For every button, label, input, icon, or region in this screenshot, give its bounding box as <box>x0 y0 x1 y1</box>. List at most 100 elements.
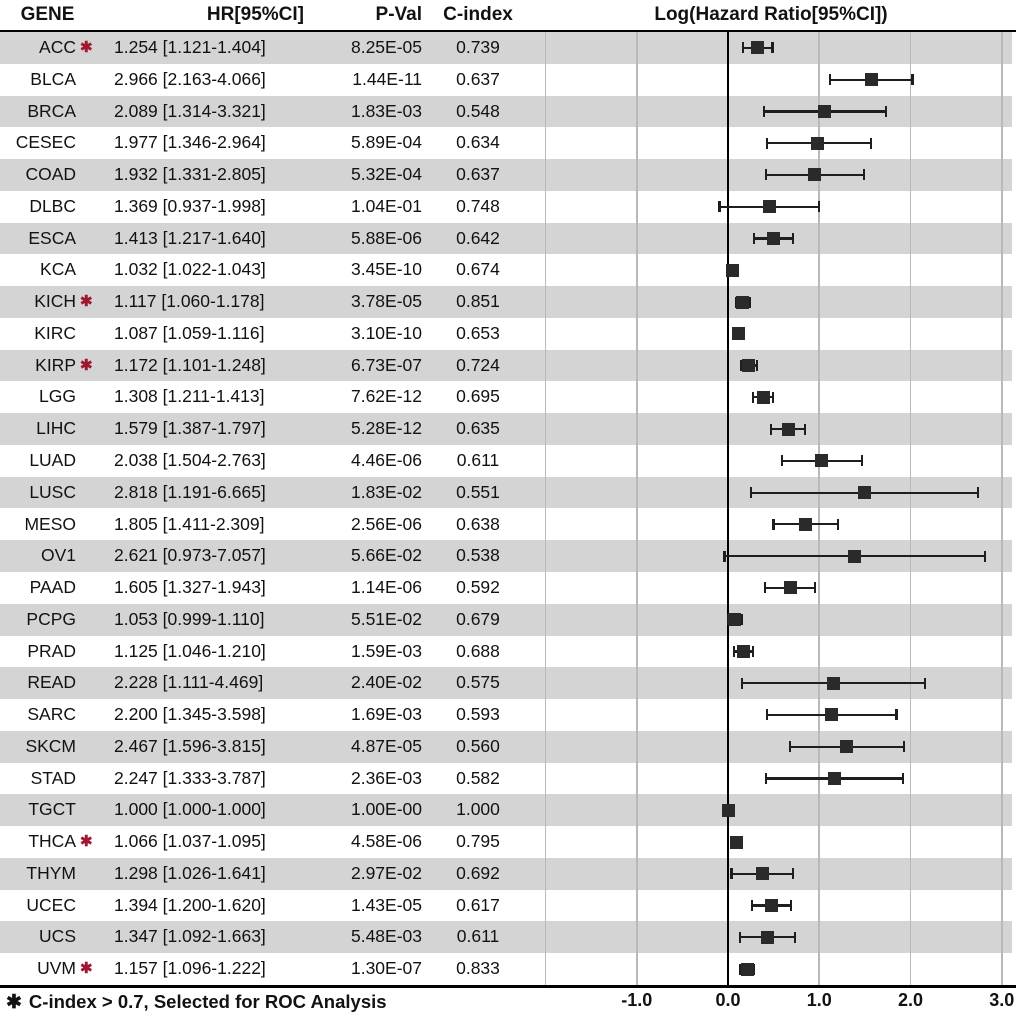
gene-label: PRAD <box>27 640 76 661</box>
hr-point-marker <box>728 613 742 627</box>
cindex-value: 0.851 <box>456 291 500 312</box>
hr-ci-value: 1.394 [1.200-1.620] <box>114 894 266 915</box>
pvalue: 4.46E-06 <box>350 449 422 470</box>
ci-cap-right <box>817 201 821 213</box>
selected-asterisk-icon: ✱ <box>80 293 93 311</box>
plot-title: Log(Hazard Ratio[95%CI]) <box>654 4 888 25</box>
pvalue: 5.66E-02 <box>350 545 422 566</box>
x-axis-tick-label: 1.0 <box>806 990 832 1010</box>
hr-ci-value: 1.125 [1.046-1.210] <box>114 640 266 661</box>
zero-reference-line <box>726 32 730 985</box>
gene-label: THCA <box>28 831 76 852</box>
ci-cap-right <box>803 423 807 435</box>
header-divider-line <box>0 29 1016 33</box>
hr-ci-value: 1.579 [1.387-1.797] <box>114 418 266 439</box>
ci-cap-right <box>791 232 795 244</box>
hr-point-marker <box>840 740 854 754</box>
hr-ci-value: 1.254 [1.121-1.404] <box>114 37 266 57</box>
table-row: MESO 1.805 [1.411-2.309] 2.56E-06 0.638 <box>0 509 1012 541</box>
hr-ci-value: 2.228 [1.111-4.469] <box>114 672 264 693</box>
ci-cap-left <box>752 391 755 403</box>
column-header-hr-ci: HR[95%CI] <box>206 4 304 25</box>
hr-ci-value: 1.413 [1.217-1.640] <box>114 227 266 248</box>
cindex-value: 0.695 <box>456 386 500 407</box>
table-row: LUAD 2.038 [1.504-2.763] 4.46E-06 0.611 <box>0 445 1012 477</box>
ci-cap-left <box>730 868 733 880</box>
x-axis-tick-label: 3.0 <box>989 990 1015 1010</box>
gene-label: LIHC <box>36 418 76 439</box>
pvalue: 1.44E-11 <box>352 68 422 89</box>
hr-ci-value: 2.966 [2.163-4.066] <box>114 68 266 89</box>
cindex-value: 0.653 <box>456 322 500 343</box>
pvalue: 2.40E-02 <box>350 672 422 693</box>
selected-asterisk-icon: ✱ <box>80 356 93 374</box>
cindex-value: 0.611 <box>456 449 500 470</box>
gene-label: PAAD <box>29 577 76 598</box>
table-row: TGCT 1.000 [1.000-1.000] 1.00E-00 1.000 <box>0 794 1012 827</box>
table-row: DLBC 1.369 [0.937-1.998] 1.04E-01 0.748 <box>0 191 1012 223</box>
gene-label: KCA <box>40 259 76 280</box>
gene-label: LGG <box>39 386 76 407</box>
cindex-value: 0.724 <box>456 354 500 375</box>
cindex-value: 0.548 <box>456 100 500 121</box>
ci-cap-right <box>976 487 979 499</box>
ci-cap-right <box>869 137 873 149</box>
pvalue: 1.00E-00 <box>350 799 422 820</box>
cindex-value: 0.592 <box>456 577 500 598</box>
hr-point-marker <box>808 168 822 182</box>
table-row: STAD 2.247 [1.333-3.787] 2.36E-03 0.582 <box>0 763 1012 795</box>
plot-gridline <box>544 32 547 985</box>
hr-ci-value: 1.000 [1.000-1.000] <box>114 799 266 820</box>
ci-cap-right <box>771 42 774 54</box>
table-row: LGG 1.308 [1.211-1.413] 7.62E-12 0.695 <box>0 381 1012 413</box>
ci-cap-left <box>732 645 736 657</box>
pvalue: 1.04E-01 <box>350 195 422 216</box>
ci-cap-left <box>752 232 756 244</box>
hr-ci-value: 1.298 [1.026-1.641] <box>114 862 266 883</box>
footnote-text: C-index > 0.7, Selected for ROC Analysis <box>28 991 387 1012</box>
cindex-value: 0.674 <box>456 259 500 280</box>
table-row: CESEC 1.977 [1.346-2.964] 5.89E-04 0.634 <box>0 127 1012 159</box>
table-row: LUSC 2.818 [1.191-6.665] 1.83E-02 0.551 <box>0 476 1012 509</box>
ci-cap-left <box>828 74 831 86</box>
ci-cap-right <box>790 900 793 912</box>
hr-ci-value: 1.172 [1.101-1.248] <box>114 354 266 375</box>
hr-ci-value: 1.347 [1.092-1.663] <box>114 926 266 947</box>
x-axis-tick-label: 2.0 <box>897 990 924 1010</box>
cindex-value: 0.634 <box>456 132 500 153</box>
table-row: PAAD 1.605 [1.327-1.943] 1.14E-06 0.592 <box>0 572 1012 604</box>
hr-ci-value: 1.308 [1.211-1.413] <box>114 386 265 407</box>
hr-point-marker <box>742 359 756 373</box>
hr-ci-value: 1.369 [0.937-1.998] <box>114 195 266 216</box>
pvalue: 1.69E-03 <box>350 704 422 725</box>
cindex-value: 0.795 <box>456 831 500 852</box>
ci-cap-left <box>734 296 737 308</box>
hr-point-marker <box>729 835 743 849</box>
gene-label: LUAD <box>29 449 76 470</box>
table-row: PCPG 1.053 [0.999-1.110] 5.51E-02 0.679 <box>0 603 1012 636</box>
hr-ci-value: 1.066 [1.037-1.095] <box>114 831 266 852</box>
ci-cap-right <box>884 105 887 117</box>
ci-cap-left <box>764 169 767 181</box>
cindex-value: 1.000 <box>456 799 500 820</box>
hr-point-marker <box>765 899 779 913</box>
ci-cap-right <box>793 931 796 943</box>
hr-ci-value: 2.200 [1.345-3.598] <box>114 704 266 725</box>
cindex-value: 0.635 <box>456 418 500 439</box>
hr-point-marker <box>799 517 813 531</box>
gene-label: UCEC <box>26 894 76 915</box>
hr-point-marker <box>818 104 832 118</box>
plot-gridline <box>818 32 821 985</box>
gene-label: LUSC <box>29 481 76 502</box>
cindex-value: 0.551 <box>456 481 500 502</box>
cindex-value: 0.692 <box>456 862 500 883</box>
table-row: UCS 1.347 [1.092-1.663] 5.48E-03 0.611 <box>0 921 1012 954</box>
ci-cap-left <box>764 582 767 594</box>
gene-label: COAD <box>25 164 76 185</box>
hr-ci-value: 1.032 [1.022-1.043] <box>114 259 266 280</box>
pvalue: 2.97E-02 <box>350 862 422 883</box>
table-row: ESCA 1.413 [1.217-1.640] 5.88E-06 0.642 <box>0 222 1012 255</box>
ci-cap-left <box>766 709 769 721</box>
hr-ci-value: 2.247 [1.333-3.787] <box>114 767 266 788</box>
